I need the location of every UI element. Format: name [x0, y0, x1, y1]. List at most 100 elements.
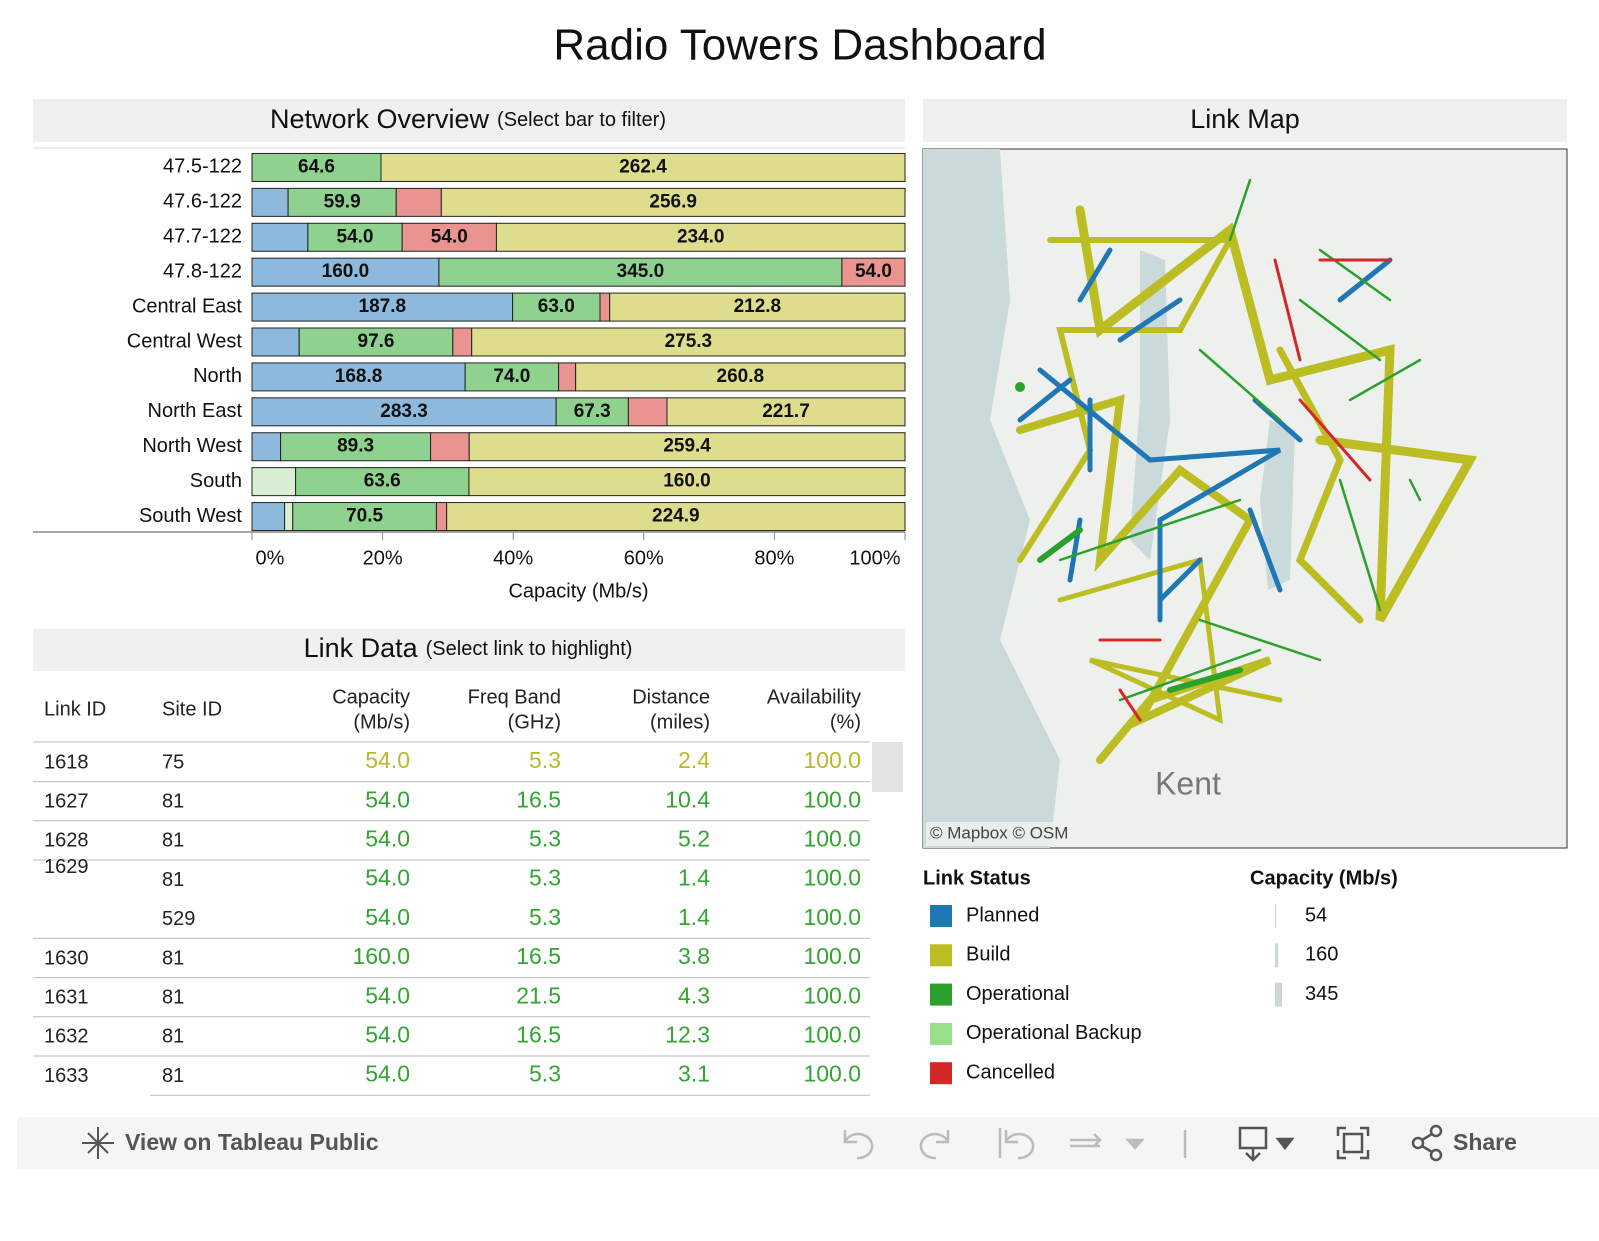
- table-cell[interactable]: 100.0: [803, 825, 861, 851]
- map[interactable]: Kent © Mapbox © OSM: [922, 148, 1568, 849]
- legend-swatch[interactable]: [930, 1062, 952, 1085]
- table-cell[interactable]: 81: [162, 1026, 184, 1048]
- refresh[interactable]: [1070, 1133, 1102, 1148]
- legend-label[interactable]: Planned: [966, 904, 1039, 926]
- table-cell[interactable]: 1633: [44, 1065, 89, 1087]
- table-cell[interactable]: 1618: [44, 751, 89, 773]
- table-cell[interactable]: 100.0: [803, 747, 861, 773]
- bar-segment[interactable]: [251, 397, 557, 427]
- table-cell[interactable]: 16.5: [516, 1021, 561, 1047]
- bar-segment[interactable]: [251, 327, 300, 357]
- bar-segment[interactable]: [307, 222, 403, 252]
- bar-segment[interactable]: [468, 432, 906, 462]
- bar-segment[interactable]: [251, 467, 297, 497]
- table-cell[interactable]: 2.4: [678, 747, 710, 773]
- table-cell[interactable]: 16.5: [516, 943, 561, 969]
- bar-segment[interactable]: [609, 292, 906, 322]
- table-cell[interactable]: 5.3: [529, 865, 561, 891]
- table-cell[interactable]: 1631: [44, 986, 89, 1008]
- redo[interactable]: [919, 1130, 950, 1160]
- bar-segment[interactable]: [558, 362, 577, 392]
- table-cell[interactable]: 12.3: [665, 1021, 710, 1047]
- share-icon[interactable]: [1429, 1124, 1443, 1138]
- bar-segment[interactable]: [251, 502, 286, 532]
- table-cell[interactable]: 5.2: [678, 825, 710, 851]
- bar-segment[interactable]: [666, 397, 906, 427]
- table-cell[interactable]: 1.4: [678, 865, 710, 891]
- bar-segment[interactable]: [280, 432, 432, 462]
- table-cell[interactable]: 54.0: [365, 982, 410, 1008]
- bar-segment[interactable]: [627, 397, 668, 427]
- legend-label[interactable]: Build: [966, 944, 1010, 966]
- bar-segment[interactable]: [395, 187, 442, 217]
- table-cell[interactable]: 10.4: [665, 786, 710, 812]
- table-cell[interactable]: 4.3: [678, 982, 710, 1008]
- share-button[interactable]: Share: [1453, 1129, 1517, 1155]
- table-cell[interactable]: 81: [162, 986, 184, 1008]
- table-cell[interactable]: 75: [162, 751, 184, 773]
- table-cell[interactable]: 54.0: [365, 865, 410, 891]
- undo[interactable]: [843, 1130, 874, 1160]
- table-cell[interactable]: 81: [162, 790, 184, 812]
- bar-segment[interactable]: [251, 187, 289, 217]
- table-cell[interactable]: 54.0: [365, 786, 410, 812]
- dropdown[interactable]: [1275, 1137, 1295, 1151]
- table-cell[interactable]: 1627: [44, 790, 89, 812]
- table-cell[interactable]: 21.5: [516, 982, 561, 1008]
- bar-segment[interactable]: [401, 222, 497, 252]
- table-cell[interactable]: 5.3: [529, 1061, 561, 1087]
- table-cell[interactable]: 81: [162, 830, 184, 852]
- bar-segment[interactable]: [295, 467, 470, 497]
- bar-segment[interactable]: [430, 432, 470, 462]
- bar-segment[interactable]: [446, 502, 906, 532]
- table-cell[interactable]: 54.0: [365, 904, 410, 930]
- table-cell[interactable]: 100.0: [803, 904, 861, 930]
- bar-segment[interactable]: [575, 362, 906, 392]
- view-link[interactable]: View on Tableau Public: [125, 1129, 379, 1155]
- table-cell[interactable]: 100.0: [803, 865, 861, 891]
- bar-segment[interactable]: [468, 467, 906, 497]
- table-cell[interactable]: 54.0: [365, 747, 410, 773]
- bar-segment[interactable]: [287, 187, 397, 217]
- bar-segment[interactable]: [841, 257, 906, 287]
- table-cell[interactable]: 1632: [44, 1026, 89, 1048]
- bar-segment[interactable]: [512, 292, 601, 322]
- bar-segment[interactable]: [284, 502, 294, 532]
- table-cell[interactable]: 5.3: [529, 825, 561, 851]
- table-cell[interactable]: 54.0: [365, 1061, 410, 1087]
- bar-segment[interactable]: [251, 292, 514, 322]
- bar-segment[interactable]: [471, 327, 906, 357]
- table-cell[interactable]: 100.0: [803, 943, 861, 969]
- download[interactable]: [1238, 1126, 1268, 1162]
- bar-segment[interactable]: [251, 152, 382, 182]
- bar-segment[interactable]: [251, 432, 282, 462]
- table-cell[interactable]: 100.0: [803, 1021, 861, 1047]
- bar-segment[interactable]: [380, 152, 906, 182]
- bar-segment[interactable]: [464, 362, 560, 392]
- bar-segment[interactable]: [438, 257, 843, 287]
- table-cell[interactable]: 529: [162, 908, 195, 930]
- table-cell[interactable]: 5.3: [529, 904, 561, 930]
- bar-segment[interactable]: [599, 292, 611, 322]
- table-cell[interactable]: 81: [162, 869, 184, 891]
- fullscreen[interactable]: [1336, 1126, 1370, 1160]
- table-cell[interactable]: 100.0: [803, 1061, 861, 1087]
- scrollbar[interactable]: [872, 742, 903, 792]
- legend-swatch[interactable]: [930, 983, 952, 1006]
- table-cell[interactable]: 16.5: [516, 786, 561, 812]
- bar-segment[interactable]: [495, 222, 906, 252]
- attribution[interactable]: © Mapbox © OSM: [930, 823, 1068, 842]
- table-cell[interactable]: 100.0: [803, 982, 861, 1008]
- table-cell[interactable]: 54.0: [365, 1021, 410, 1047]
- bar-segment[interactable]: [435, 502, 448, 532]
- legend-label[interactable]: Operational: [966, 983, 1069, 1005]
- legend-swatch[interactable]: [930, 1022, 952, 1045]
- legend-label[interactable]: Cancelled: [966, 1061, 1055, 1083]
- table-cell[interactable]: 81: [162, 1065, 184, 1087]
- legend-swatch[interactable]: [930, 944, 952, 967]
- bar-segment[interactable]: [440, 187, 906, 217]
- table-cell[interactable]: 1628: [44, 830, 89, 852]
- bar-segment[interactable]: [292, 502, 437, 532]
- revert[interactable]: [998, 1128, 1035, 1160]
- table-cell[interactable]: 100.0: [803, 786, 861, 812]
